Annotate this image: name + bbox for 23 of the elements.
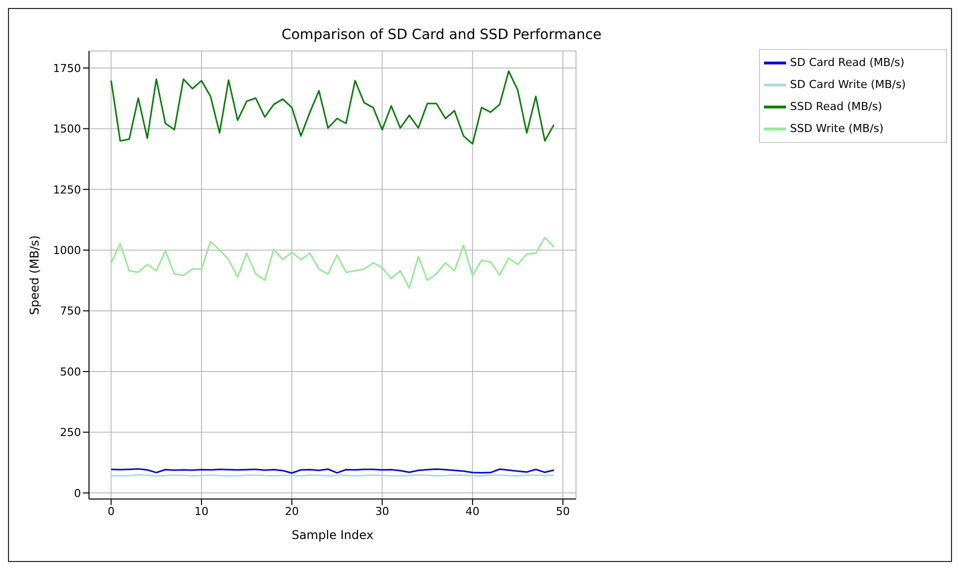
y-tick-label: 1500: [53, 122, 81, 136]
legend-label: SSD Read (MB/s): [790, 100, 882, 114]
legend-label: SSD Write (MB/s): [790, 122, 884, 136]
x-tick-label: 20: [284, 504, 299, 518]
legend-label: SD Card Read (MB/s): [790, 56, 904, 70]
y-tick-label: 750: [60, 304, 81, 318]
line-series: [110, 70, 555, 145]
y-tick-label: 500: [60, 365, 81, 378]
x-tick-label: 40: [466, 504, 480, 518]
y-tick-label: 0: [74, 486, 81, 500]
y-tick-label: 1750: [53, 62, 81, 75]
x-tick-label: 50: [556, 504, 570, 518]
x-tick-label: 10: [194, 504, 208, 518]
legend-label: SD Card Write (MB/s): [790, 78, 906, 92]
x-axis-title: Sample Index: [292, 528, 374, 542]
line-series: [110, 236, 555, 289]
y-tick-label: 250: [60, 426, 81, 440]
y-tick-label: 1000: [53, 244, 81, 258]
y-tick-label: 1250: [53, 183, 81, 196]
x-tick-label: 0: [108, 504, 115, 518]
y-axis-title: Speed (MB/s): [27, 235, 42, 315]
chart-title: Comparison of SD Card and SSD Performance: [280, 27, 603, 43]
x-tick-label: 30: [375, 504, 390, 518]
